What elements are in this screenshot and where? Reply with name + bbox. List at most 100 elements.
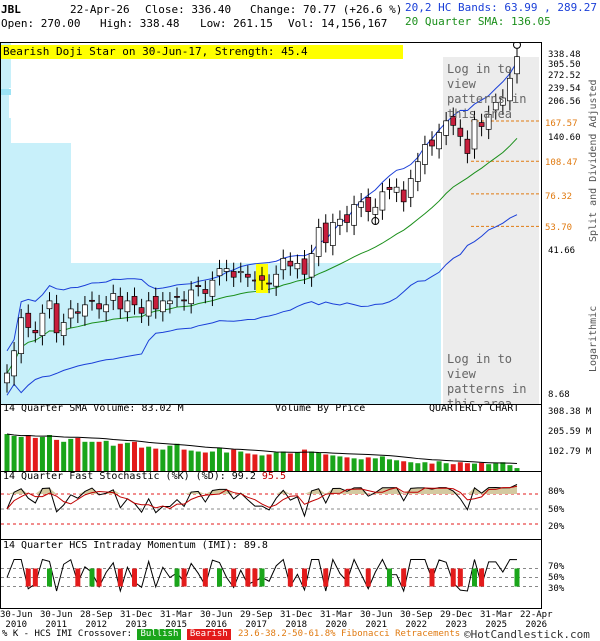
candle-body <box>152 296 159 310</box>
candle-body <box>266 282 272 285</box>
volume-tick: 308.38 M <box>548 407 592 417</box>
volume-bar <box>11 435 17 471</box>
volume-by-price-bar <box>1 208 71 243</box>
volume-bar <box>89 441 95 471</box>
crossover-bar <box>457 568 463 587</box>
volume-bar <box>54 439 60 471</box>
candle-body <box>436 132 442 150</box>
x-tick-date: 31-Dec <box>280 610 313 620</box>
candle-body <box>273 273 280 287</box>
candle-body <box>329 222 336 246</box>
hc-bands-value: 20,2 HC Bands: 63.99 , 289.27 <box>405 1 598 14</box>
x-tick-year: 2023 <box>445 620 468 630</box>
candle-body <box>514 56 520 75</box>
stochastic-chart <box>1 483 541 525</box>
crossover-bar <box>117 568 123 587</box>
locked-patterns-bottom[interactable]: Log in to view patterns in this area <box>447 352 527 405</box>
brand-logo[interactable]: ©HotCandlestick.com <box>464 628 590 641</box>
scale-label: Logarithmic <box>588 305 599 372</box>
close-value: Close: 336.40 <box>145 3 232 16</box>
candle-body <box>478 122 485 127</box>
high-value: High: 338.48 <box>100 17 180 30</box>
price-tick: 8.68 <box>548 390 570 400</box>
open-value: Open: 270.00 <box>1 17 81 30</box>
lower-band-line <box>6 214 518 396</box>
volume-bar <box>379 456 385 471</box>
candle-body <box>145 300 152 317</box>
x-tick-year: 2022 <box>405 620 428 630</box>
candle-body <box>280 258 287 271</box>
crossover-bar <box>75 568 81 587</box>
volume-by-price-bar <box>1 243 71 263</box>
bullish-pill: Bullish <box>137 629 182 640</box>
bands-legend-swatch <box>1 89 11 95</box>
x-tick-date: 29-Dec <box>440 610 473 620</box>
x-tick-year: 2012 <box>85 620 108 630</box>
high-marker <box>513 43 521 49</box>
candle-body <box>429 139 435 147</box>
candle-body <box>422 144 428 165</box>
candle-body <box>74 311 81 314</box>
crossover-bar <box>450 568 456 587</box>
x-tick-label: 30-Jun 2010 <box>0 610 33 630</box>
candle-body <box>167 300 173 305</box>
candle-body <box>499 97 506 106</box>
imi-panel: 14 Quarter HCS Intraday Momentum (IMI): … <box>0 539 542 609</box>
x-tick-label: 31-Dec 2018 <box>280 610 313 630</box>
candle-body <box>60 322 67 336</box>
volume-bar <box>174 443 180 471</box>
x-tick-date: 31-Mar <box>480 610 513 620</box>
volume-by-price-bar <box>1 88 9 118</box>
volume-by-price-bar <box>1 143 71 178</box>
crossover-bar <box>174 568 180 587</box>
symbol: JBL <box>1 3 21 16</box>
candle-body <box>230 271 237 278</box>
candle-body <box>450 115 457 126</box>
x-tick-label: 30-Jun 2016 <box>200 610 233 630</box>
x-tick-date: 30-Jun <box>40 610 73 620</box>
candle-body <box>124 300 131 313</box>
stochastic-panel: 14 Quarter Fast Stochastic (%K) (%D): 99… <box>0 471 542 540</box>
x-tick-label: 29-Dec 2023 <box>440 610 473 630</box>
volume-bar <box>4 434 10 471</box>
volume-bar <box>294 452 300 471</box>
volume-by-price-bar <box>1 178 71 208</box>
candle-body <box>11 350 17 377</box>
crossover-bar <box>96 568 102 587</box>
volume-bar <box>160 449 166 471</box>
volume-bar <box>351 458 357 471</box>
footer-legend: % K - HCS IMI Crossover: Bullish Bearish <box>2 629 231 640</box>
volume-bar <box>167 445 173 471</box>
volume-panel: 14 Quarter SMA Volume: 83.02 M Volume By… <box>0 404 542 472</box>
stochastic-title-main: 14 Quarter Fast Stochastic (%K) (%D): 99… <box>3 471 256 482</box>
price-tick: 140.60 <box>548 133 581 143</box>
stochastic-title: 14 Quarter Fast Stochastic (%K) (%D): 99… <box>3 471 286 482</box>
crossover-bar <box>259 568 265 587</box>
x-tick-date: 31-Dec <box>120 610 153 620</box>
crossover-bar <box>217 568 222 587</box>
volume-bar <box>443 463 449 471</box>
imi-tick: 70% <box>548 562 565 572</box>
volume-bar <box>457 462 463 471</box>
imi-title: 14 Quarter HCS Intraday Momentum (IMI): … <box>3 540 268 551</box>
candle-body <box>464 138 471 154</box>
x-tick-year: 2018 <box>285 620 308 630</box>
x-tick-year: 2021 <box>365 620 388 630</box>
locked-patterns-top[interactable]: Log in to view patterns in this area <box>447 62 527 121</box>
volume-bar <box>117 443 123 471</box>
x-tick-date: 30-Jun <box>200 610 233 620</box>
candle-body <box>216 268 223 277</box>
candle-body <box>82 304 88 317</box>
x-tick-date: 29-Sep <box>240 610 273 620</box>
volume-tick: 102.79 M <box>548 447 592 457</box>
volume-bar <box>75 437 81 471</box>
volume-bar <box>472 463 477 471</box>
candle-body <box>308 253 315 278</box>
volume-bar <box>302 449 307 471</box>
crossover-bar <box>429 568 435 587</box>
stoch-d-line <box>6 485 518 510</box>
crossover-bar <box>323 568 329 587</box>
candle-body <box>96 303 102 310</box>
candle-body <box>209 279 216 297</box>
candle-body <box>237 271 244 274</box>
